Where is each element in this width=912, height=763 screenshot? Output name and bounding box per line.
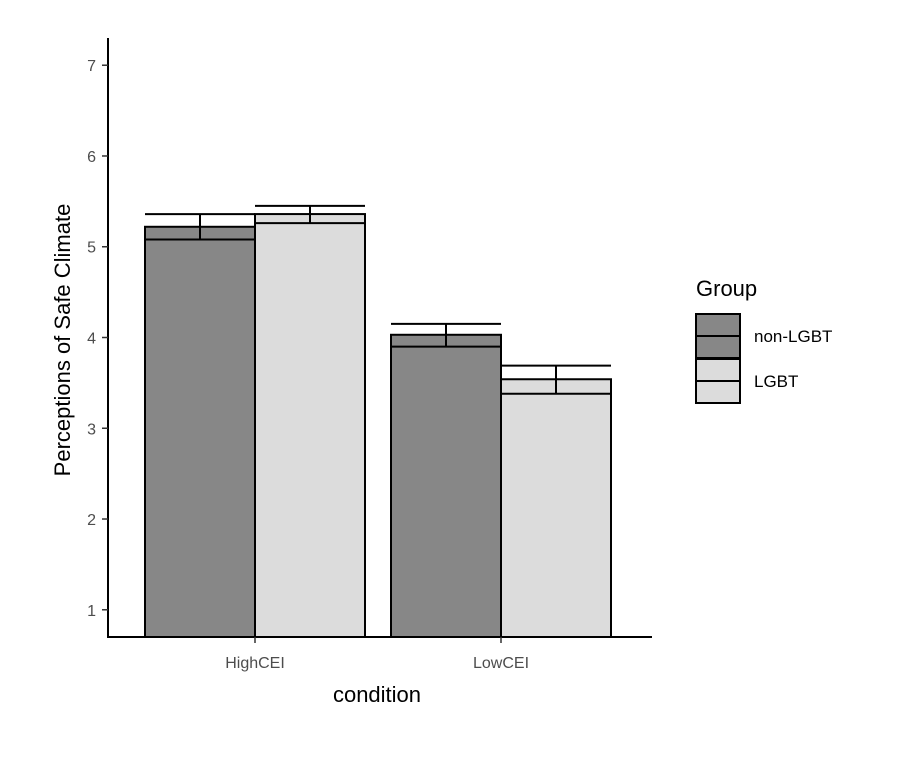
y-tick-label: 4 xyxy=(87,331,96,348)
y-tick-label: 3 xyxy=(87,421,96,438)
y-tick-label: 6 xyxy=(87,149,96,166)
axes-layer: 1 2 3 4 5 6 7 HighCEI LowCEI xyxy=(87,38,652,672)
bar-lgbt-lowcei xyxy=(500,378,612,638)
bar-non-lgbt-lowcei xyxy=(390,333,502,638)
y-tick-label: 2 xyxy=(87,512,96,529)
bars-layer xyxy=(144,204,612,638)
legend-label-lgbt: LGBT xyxy=(754,372,798,391)
y-tick-label: 5 xyxy=(87,240,96,257)
legend: Group non-LGBT LGBT xyxy=(695,276,832,404)
y-axis-title: Perceptions of Safe Climate xyxy=(50,204,75,477)
y-tick-label: 1 xyxy=(87,603,96,620)
y-tick-label: 7 xyxy=(87,58,96,75)
bar-lgbt-highcei xyxy=(254,213,366,638)
legend-title: Group xyxy=(696,276,757,301)
x-axis-title: condition xyxy=(333,682,421,707)
x-tick-label: LowCEI xyxy=(473,655,529,672)
bar-non-lgbt-highcei xyxy=(144,225,256,638)
legend-label-non-lgbt: non-LGBT xyxy=(754,327,832,346)
x-tick-label: HighCEI xyxy=(225,655,285,672)
